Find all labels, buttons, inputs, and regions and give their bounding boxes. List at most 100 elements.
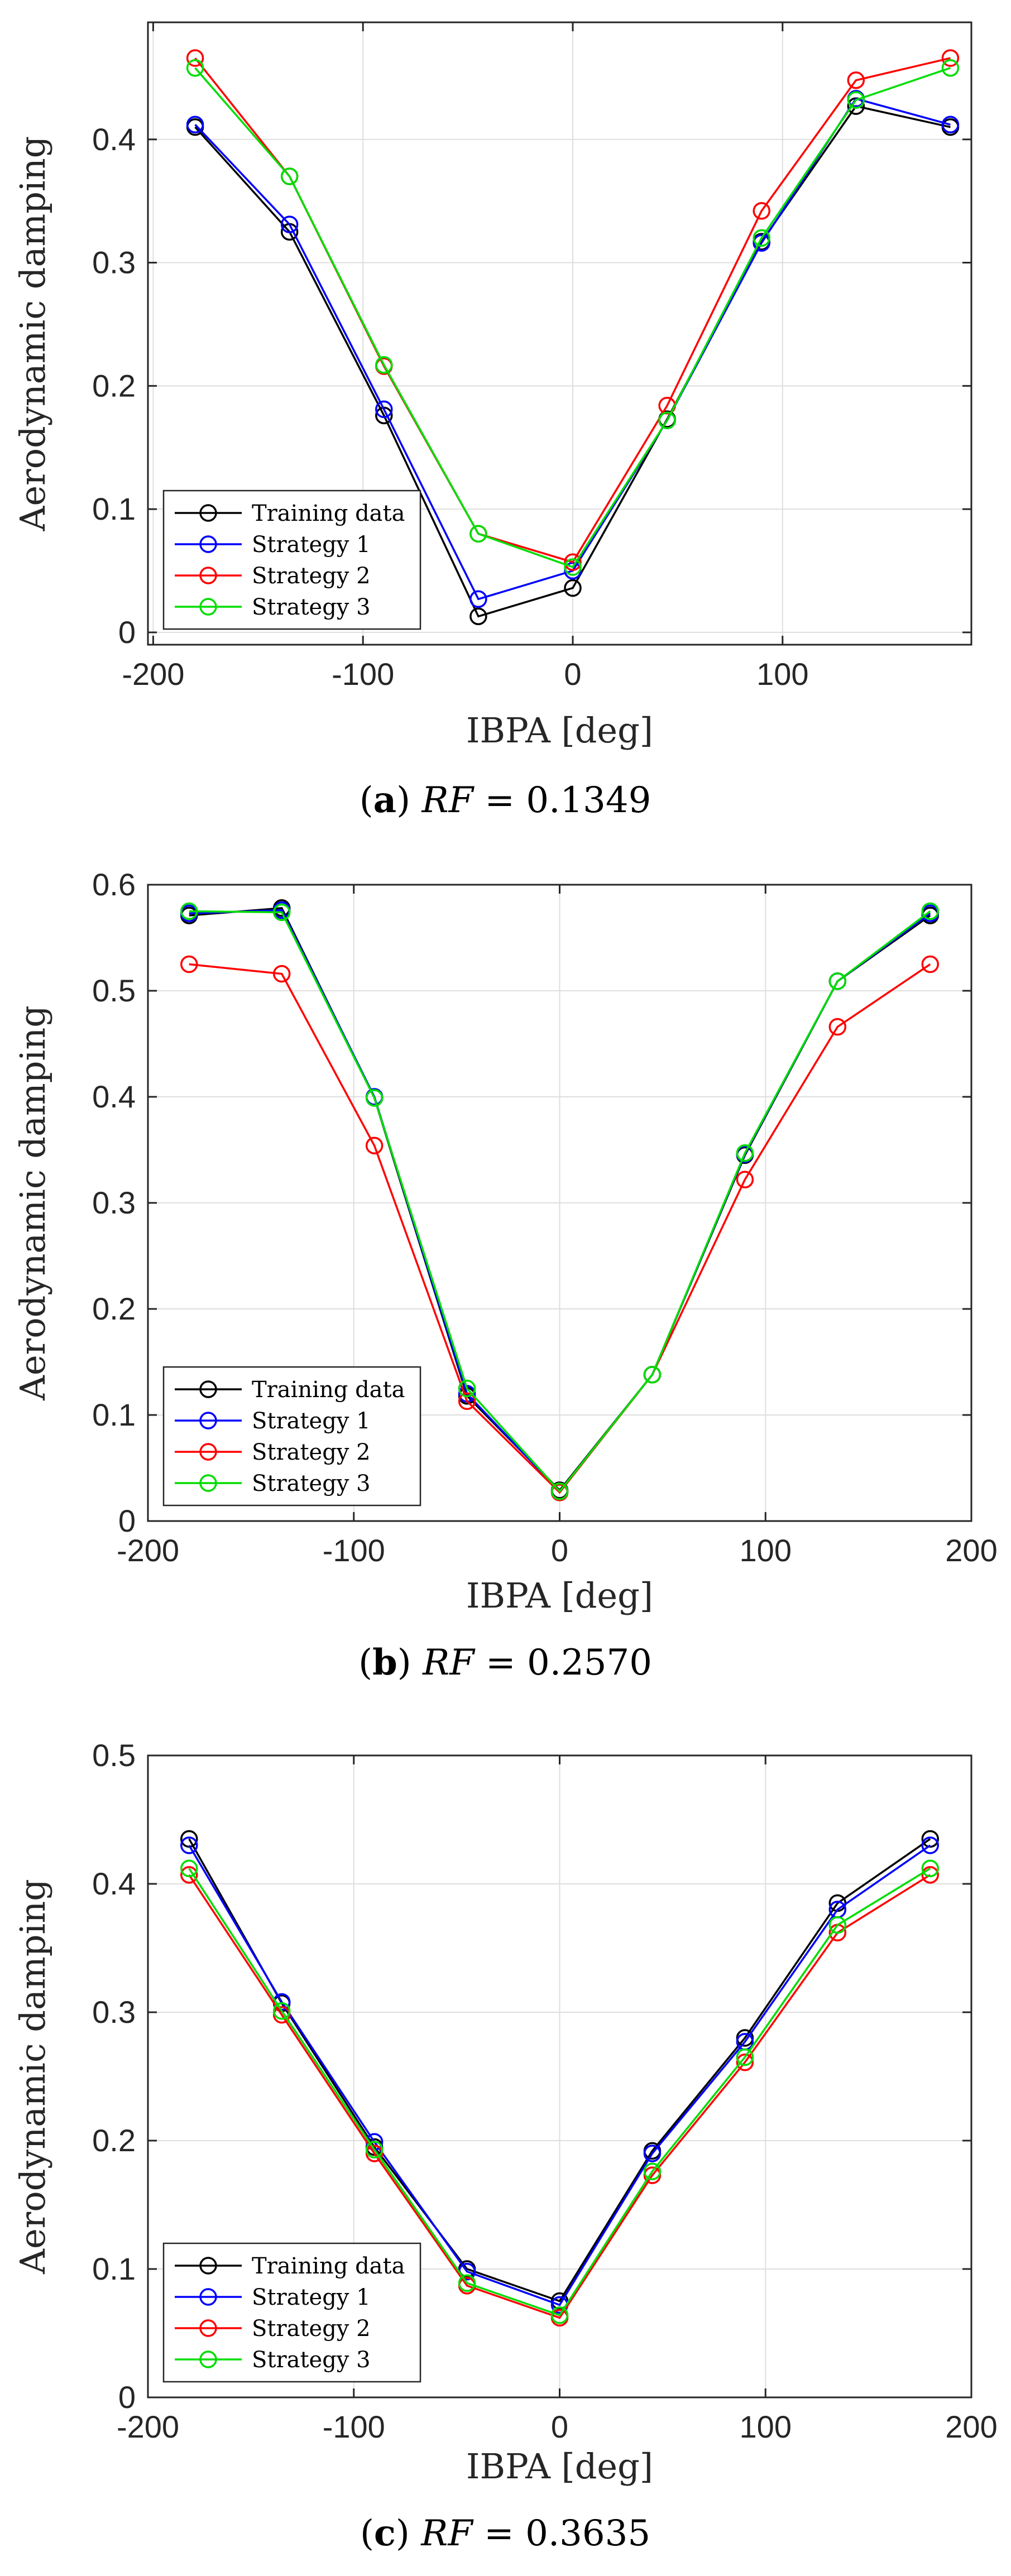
chart-a-point-strategy-1	[941, 116, 960, 134]
chart-b-y-axis-label: Aerodynamic damping	[12, 1005, 53, 1401]
chart-a-point-strategy-3	[753, 229, 770, 247]
chart-a-legend-label-strategy-3: Strategy 3	[252, 594, 371, 620]
chart-c-x-tick-label: 100	[740, 2409, 792, 2444]
chart-c-point-strategy-3	[458, 2274, 476, 2292]
chart-c-point-training-data	[921, 1830, 939, 1848]
chart-c-point-strategy-2	[180, 1866, 198, 1884]
chart-c-point-strategy-2	[736, 2053, 754, 2071]
chart-b-legend-marker-training-data	[199, 1380, 217, 1398]
chart-b-legend-label-strategy-2: Strategy 2	[252, 1440, 371, 1465]
chart-b-point-strategy-3	[550, 1483, 569, 1500]
chart-a-point-strategy-1	[753, 234, 770, 252]
chart-a-point-strategy-3	[375, 356, 393, 374]
chart-a-point-strategy-1	[186, 116, 204, 134]
chart-c-y-axis-label: Aerodynamic damping	[12, 1879, 53, 2275]
chart-a-point-strategy-2	[753, 202, 770, 220]
chart-c-series-line-training-data	[188, 1838, 931, 2302]
chart-panel-b: -200 -100 0 100 200 0 0.1 0.2 0.3 0.4 0.5 0.6 IBPA […	[0, 862, 1011, 1700]
chart-a-y-tick-label: 0.4	[92, 122, 136, 157]
chart-c-point-strategy-3	[550, 2306, 569, 2324]
chart-c-legend-label-training-data: Training data	[252, 2253, 405, 2279]
chart-c-x-tick-label: -100	[323, 2409, 385, 2444]
chart-b-point-strategy-3	[180, 902, 198, 920]
chart-c-y-tick-label: 0.5	[92, 1738, 136, 1773]
chart-a-x-tick-label: -200	[122, 656, 184, 692]
chart-a: -200 -100 0 100 0 0.1 0.2 0.3 0.4 IBPA [deg] Aerod…	[12, 21, 972, 821]
chart-b: -200 -100 0 100 200 0 0.1 0.2 0.3 0.4 0.5 0.6 IBPA […	[12, 867, 998, 1683]
chart-c-point-strategy-2	[921, 1866, 939, 1884]
chart-a-y-tick-label: 0	[118, 615, 136, 650]
chart-c-caption: (c) RF = 0.3635	[360, 2512, 650, 2554]
chart-c-legend-label-strategy-3: Strategy 3	[252, 2347, 371, 2373]
chart-a-legend-marker-strategy-2	[199, 567, 217, 584]
chart-a-legend-label-strategy-1: Strategy 1	[252, 532, 371, 558]
chart-c-y-tick-label: 0.1	[92, 2251, 136, 2286]
chart-a-point-training-data	[469, 607, 487, 625]
chart-a-point-strategy-1	[469, 590, 487, 608]
chart-a-point-strategy-1	[280, 215, 299, 233]
chart-b-y-tick-label: 0	[118, 1503, 136, 1538]
chart-a-y-tick-label: 0.2	[92, 368, 136, 403]
chart-a-x-tick-label: 0	[564, 656, 581, 692]
chart-b-legend-marker-strategy-2	[199, 1443, 217, 1461]
chart-b-x-tick-label: 100	[740, 1533, 792, 1568]
chart-c-point-strategy-3	[921, 1859, 939, 1878]
chart-c-x-axis-label: IBPA [deg]	[466, 2446, 653, 2487]
chart-a-legend-marker-training-data	[199, 504, 217, 522]
chart-c-point-strategy-3	[736, 2048, 754, 2066]
chart-c-y-tick-label: 0	[118, 2380, 136, 2415]
chart-b-x-tick-label: -200	[117, 1533, 179, 1568]
chart-b-point-strategy-2	[458, 1392, 476, 1411]
chart-a-point-training-data	[564, 579, 582, 597]
chart-c-legend-label-strategy-1: Strategy 1	[252, 2285, 371, 2310]
chart-b-y-tick-label: 0.5	[92, 973, 136, 1008]
chart-b-series-line-strategy-3	[189, 910, 931, 1493]
chart-b-x-tick-label: 0	[551, 1533, 568, 1568]
chart-b-x-axis-label: IBPA [deg]	[466, 1575, 653, 1616]
chart-b-point-strategy-2	[272, 965, 291, 983]
chart-b-legend-marker-strategy-3	[199, 1474, 217, 1492]
chart-c-legend-marker-strategy-3	[199, 2350, 217, 2368]
chart-a-point-strategy-1	[375, 400, 393, 419]
chart-c-y-tick-label: 0.3	[92, 1994, 136, 2030]
chart-a-point-strategy-3	[186, 59, 204, 77]
chart-c-point-strategy-3	[643, 2162, 662, 2180]
chart-b-y-tick-label: 0.1	[92, 1397, 136, 1432]
chart-b-point-strategy-3	[736, 1144, 754, 1162]
chart-a-y-axis-label: Aerodynamic damping	[12, 136, 53, 532]
chart-b-caption: (b) RF = 0.2570	[358, 1642, 652, 1683]
chart-c-y-tick-label: 0.2	[92, 2123, 136, 2158]
chart-a-point-strategy-2	[941, 49, 960, 67]
chart-b-x-tick-label: 200	[945, 1533, 997, 1568]
chart-a-y-tick-label: 0.3	[92, 245, 136, 280]
chart-b-point-strategy-3	[458, 1379, 476, 1398]
chart-b-point-strategy-3	[365, 1089, 384, 1107]
chart-c-x-tick-label: -200	[117, 2409, 179, 2444]
chart-c-point-strategy-1	[921, 1836, 939, 1854]
chart-a-point-strategy-3	[847, 91, 865, 109]
chart-c-series-line-strategy-1	[188, 1844, 931, 2306]
chart-c-legend-label-strategy-2: Strategy 2	[252, 2316, 371, 2342]
chart-a-point-strategy-2	[847, 71, 865, 89]
chart-a-point-strategy-3	[658, 411, 676, 429]
chart-b-point-strategy-2	[921, 955, 939, 973]
chart-b-legend-marker-strategy-1	[199, 1412, 217, 1429]
chart-b-y-tick-label: 0.6	[92, 867, 136, 902]
chart-a-legend-label-training-data: Training data	[252, 501, 405, 526]
chart-b-x-tick-label: -100	[323, 1533, 385, 1568]
chart-b-point-strategy-2	[365, 1136, 384, 1155]
chart-c-point-strategy-3	[828, 1916, 847, 1934]
chart-b-y-tick-label: 0.2	[92, 1291, 136, 1326]
chart-a-point-strategy-3	[280, 167, 299, 185]
chart-a-point-strategy-3	[469, 525, 487, 543]
chart-a-point-strategy-2	[186, 49, 204, 67]
chart-b-legend-label-strategy-3: Strategy 3	[252, 1471, 371, 1496]
chart-a-x-axis-label: IBPA [deg]	[466, 710, 653, 751]
chart-b-point-strategy-3	[272, 903, 291, 922]
chart-a-axes-box	[147, 21, 972, 646]
chart-c-point-strategy-3	[180, 1859, 198, 1878]
chart-c-legend-marker-strategy-2	[199, 2319, 217, 2337]
chart-a-point-strategy-3	[564, 558, 582, 576]
chart-c-point-strategy-3	[272, 2002, 291, 2020]
chart-b-point-strategy-3	[828, 972, 847, 990]
